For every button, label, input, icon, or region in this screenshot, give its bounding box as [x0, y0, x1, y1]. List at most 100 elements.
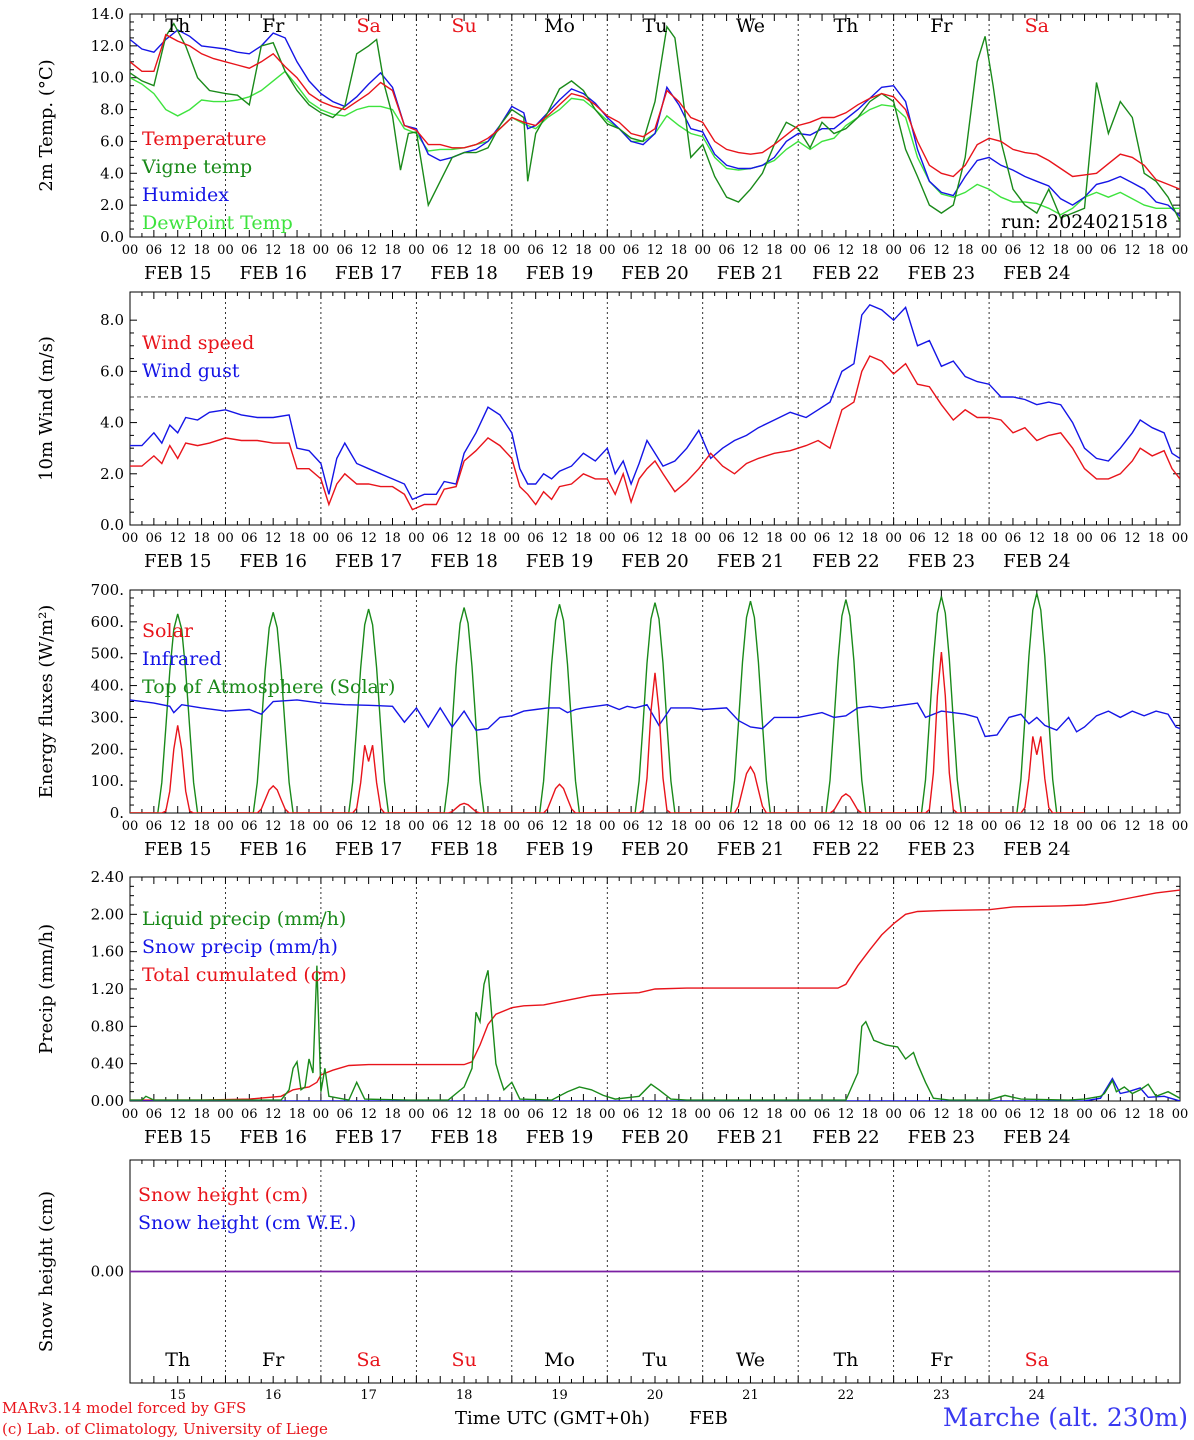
- x-tick-label: 06: [814, 243, 831, 258]
- x-tick-label: 18: [480, 1107, 497, 1122]
- date-label: FEB 23: [908, 839, 975, 860]
- x-tick-label: 00: [981, 531, 998, 546]
- y-tick-label: 10.0: [91, 69, 124, 87]
- y-tick-label: 0.00: [91, 1092, 124, 1110]
- x-tick-label: 18: [861, 1107, 878, 1122]
- x-tick-label: 18: [289, 1107, 306, 1122]
- x-tick-label: 18: [671, 1107, 688, 1122]
- x-tick-label: 12: [265, 531, 282, 546]
- x-tick-label: 00: [1172, 531, 1189, 546]
- x-tick-label: 00: [122, 531, 139, 546]
- x-tick-label: 00: [122, 243, 139, 258]
- date-label: FEB 18: [430, 1127, 497, 1148]
- x-tick-label: 06: [336, 1107, 353, 1122]
- x-tick-label: 12: [456, 531, 473, 546]
- y-tick-label: 4.0: [100, 164, 124, 182]
- y-tick-label: 2.00: [91, 905, 124, 923]
- legend-liquid-precip-mm-h-: Liquid precip (mm/h): [142, 908, 346, 930]
- x-tick-label: 12: [647, 819, 664, 834]
- x-tick-label: 12: [1124, 243, 1141, 258]
- x-tick-label: 00: [981, 819, 998, 834]
- date-label: FEB 15: [144, 263, 211, 284]
- x-tick-label: 18: [671, 243, 688, 258]
- legend-solar: Solar: [142, 620, 194, 642]
- date-label: FEB 21: [717, 263, 784, 284]
- x-tick-label: 06: [146, 1107, 163, 1122]
- series-line-total-cumulated-cm-: [130, 889, 1180, 1101]
- y-tick-label: 500.: [91, 645, 124, 663]
- x-tick-label: 18: [766, 1107, 783, 1122]
- y-tick-label: 8.0: [100, 101, 124, 119]
- x-tick-label: 06: [718, 531, 735, 546]
- x-tick-label: 18: [193, 819, 210, 834]
- x-tick-label: 00: [599, 819, 616, 834]
- date-label: FEB 16: [239, 1127, 306, 1148]
- day-name-label: Th: [833, 15, 858, 37]
- x-tick-label: 18: [766, 243, 783, 258]
- x-tick-label: 00: [408, 819, 425, 834]
- legend-vigne-temp: Vigne temp: [141, 156, 252, 178]
- y-axis-label: Snow height (cm): [36, 1191, 57, 1352]
- x-tick-label: 12: [456, 243, 473, 258]
- day-number-label: 17: [360, 1388, 377, 1403]
- x-tick-label: 18: [766, 531, 783, 546]
- plot-frame: [129, 291, 1181, 526]
- x-tick-label: 00: [1172, 819, 1189, 834]
- y-tick-label: 2.0: [100, 465, 124, 483]
- x-tick-label: 12: [742, 1107, 759, 1122]
- date-label: FEB 16: [239, 263, 306, 284]
- date-label: FEB 23: [908, 551, 975, 572]
- x-tick-label: 00: [1076, 243, 1093, 258]
- x-tick-label: 18: [575, 243, 592, 258]
- x-tick-label: 12: [551, 243, 568, 258]
- date-label: FEB 15: [144, 551, 211, 572]
- date-label: FEB 21: [717, 839, 784, 860]
- date-label: FEB 20: [621, 1127, 688, 1148]
- x-tick-label: 18: [480, 531, 497, 546]
- x-tick-label: 12: [1124, 819, 1141, 834]
- date-label: FEB 19: [526, 551, 593, 572]
- y-tick-label: 1.60: [91, 943, 124, 961]
- x-tick-label: 06: [1100, 819, 1117, 834]
- date-label: FEB 18: [430, 839, 497, 860]
- x-tick-label: 12: [265, 1107, 282, 1122]
- y-tick-label: 0.: [110, 804, 124, 822]
- y-tick-label: 200.: [91, 740, 124, 758]
- series-line-liquid-precip-mm-h-: [130, 965, 1180, 1101]
- x-tick-label: 00: [599, 1107, 616, 1122]
- legend-snow-height-cm-w-e-: Snow height (cm W.E.): [138, 1212, 356, 1234]
- day-name-label: Mo: [544, 15, 575, 37]
- date-label: FEB 22: [812, 839, 879, 860]
- y-axis-label: Precip (mm/h): [36, 924, 57, 1054]
- x-tick-label: 00: [694, 531, 711, 546]
- x-tick-label: 06: [527, 531, 544, 546]
- x-tick-label: 18: [193, 243, 210, 258]
- day-name-label: Sa: [1025, 1349, 1049, 1371]
- x-tick-label: 18: [957, 243, 974, 258]
- x-tick-label: 00: [504, 531, 521, 546]
- legend-wind-gust: Wind gust: [142, 360, 240, 382]
- x-tick-label: 06: [241, 243, 258, 258]
- x-tick-label: 06: [718, 819, 735, 834]
- legend-infrared: Infrared: [142, 648, 222, 670]
- day-number-label: 15: [169, 1388, 186, 1403]
- y-tick-label: 0.80: [91, 1017, 124, 1035]
- x-tick-label: 06: [241, 1107, 258, 1122]
- x-tick-label: 06: [432, 819, 449, 834]
- day-number-label: 21: [742, 1388, 759, 1403]
- x-tick-label: 00: [504, 1107, 521, 1122]
- x-tick-label: 12: [551, 531, 568, 546]
- day-name-label: Su: [451, 1349, 476, 1371]
- x-tick-label: 06: [336, 243, 353, 258]
- x-tick-label: 18: [480, 243, 497, 258]
- x-tick-label: 06: [432, 531, 449, 546]
- x-tick-label: 18: [1148, 1107, 1165, 1122]
- date-label: FEB 21: [717, 551, 784, 572]
- x-tick-label: 06: [909, 819, 926, 834]
- x-tick-label: 00: [122, 1107, 139, 1122]
- x-tick-label: 00: [790, 1107, 807, 1122]
- x-tick-label: 00: [885, 1107, 902, 1122]
- x-tick-label: 00: [1172, 243, 1189, 258]
- x-tick-label: 00: [694, 819, 711, 834]
- x-tick-label: 06: [814, 531, 831, 546]
